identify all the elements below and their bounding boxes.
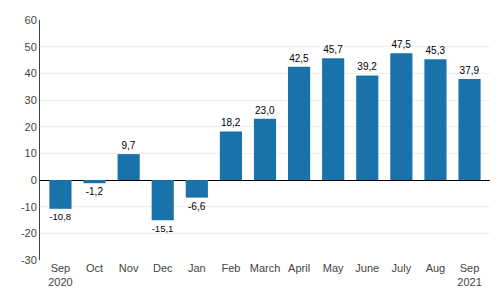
svg-text:45,7: 45,7	[323, 44, 343, 55]
svg-text:-20: -20	[21, 227, 37, 239]
svg-text:9,7: 9,7	[121, 140, 135, 151]
svg-text:60: 60	[25, 14, 37, 26]
svg-text:50: 50	[25, 41, 37, 53]
svg-text:June: June	[355, 262, 379, 274]
svg-text:Feb: Feb	[221, 262, 240, 274]
svg-text:-10: -10	[21, 201, 37, 213]
svg-text:30: 30	[25, 94, 37, 106]
svg-text:March: March	[250, 262, 281, 274]
svg-text:April: April	[288, 262, 310, 274]
svg-text:-30: -30	[21, 254, 37, 266]
svg-text:18,2: 18,2	[221, 117, 241, 128]
svg-text:23,0: 23,0	[255, 105, 275, 116]
svg-text:-1,2: -1,2	[86, 186, 104, 197]
svg-text:Jan: Jan	[188, 262, 206, 274]
svg-text:39,2: 39,2	[357, 61, 377, 72]
svg-text:42,5: 42,5	[289, 53, 309, 64]
svg-text:Dec: Dec	[153, 262, 173, 274]
svg-text:-10,8: -10,8	[49, 211, 71, 222]
svg-text:Nov: Nov	[119, 262, 139, 274]
svg-text:-6,6: -6,6	[188, 201, 206, 212]
svg-text:Aug: Aug	[426, 262, 446, 274]
svg-text:37,9: 37,9	[460, 65, 480, 76]
svg-text:0: 0	[31, 174, 37, 186]
svg-text:Oct: Oct	[86, 262, 103, 274]
svg-text:-15,1: -15,1	[152, 223, 174, 234]
svg-text:45,3: 45,3	[426, 45, 446, 56]
svg-text:May: May	[323, 262, 344, 274]
svg-text:40: 40	[25, 67, 37, 79]
svg-text:20: 20	[25, 121, 37, 133]
svg-text:47,5: 47,5	[391, 39, 411, 50]
svg-text:Sep2020: Sep2020	[48, 262, 72, 288]
svg-text:Sep2021: Sep2021	[457, 262, 481, 288]
svg-text:July: July	[392, 262, 412, 274]
svg-text:10: 10	[25, 147, 37, 159]
